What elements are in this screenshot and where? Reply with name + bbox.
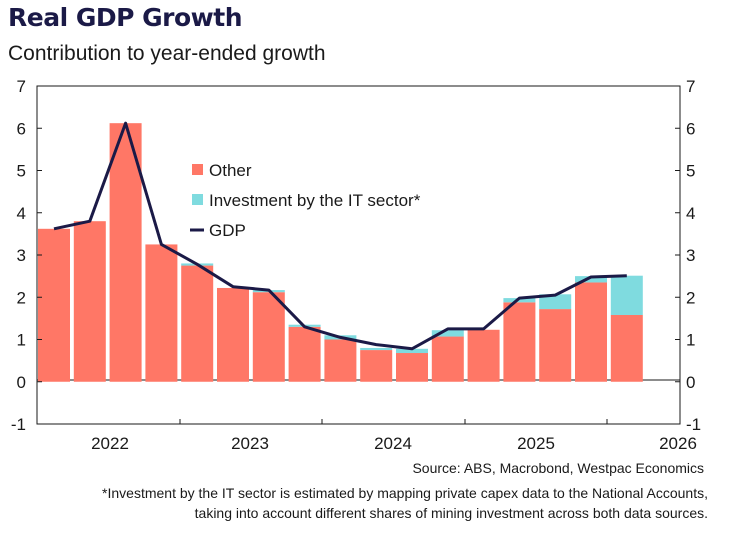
x-axis: 2022 2023 2024 2025 2026: [91, 419, 697, 453]
bar-other: [467, 329, 500, 382]
bar-other: [539, 309, 572, 382]
bar-other: [73, 221, 106, 382]
bar-group: [38, 123, 643, 382]
source-note: Source: ABS, Macrobond, Westpac Economic…: [412, 460, 704, 476]
y-tick-label-right: 0: [686, 373, 695, 392]
y-tick-label-right: 1: [686, 331, 695, 350]
y-tick-label-left: 4: [17, 204, 26, 223]
bar-other: [145, 244, 178, 382]
bar-other: [109, 123, 142, 382]
bar-other: [396, 353, 428, 382]
bar-it-investment: [539, 294, 572, 310]
legend-label-gdp: GDP: [209, 221, 246, 240]
bar-other: [288, 326, 321, 382]
legend-swatch-other: [192, 164, 203, 175]
bar-other: [38, 228, 70, 382]
x-tick-label: 2024: [374, 434, 412, 453]
bar-other: [181, 265, 214, 382]
left-axis: 7 6 5 4 3 2 1 0 -1: [11, 77, 42, 434]
y-tick-label-right: 7: [686, 77, 695, 96]
y-tick-label-left: 3: [17, 246, 26, 265]
bar-it-investment: [575, 276, 607, 283]
bar-other: [360, 350, 393, 382]
y-tick-label-left: 5: [17, 162, 26, 181]
y-tick-label-left: 7: [17, 77, 26, 96]
bar-it-investment: [431, 330, 464, 337]
y-tick-label-left: 1: [17, 331, 26, 350]
y-tick-label-left: 0: [17, 373, 26, 392]
chart-title: Real GDP Growth: [8, 3, 243, 32]
y-tick-label-right: 5: [686, 162, 695, 181]
bar-other: [252, 292, 285, 382]
y-tick-label-left: 6: [17, 119, 26, 138]
legend-swatch-it: [192, 194, 203, 205]
y-tick-label-right: 6: [686, 119, 695, 138]
y-tick-label-right: 3: [686, 246, 695, 265]
y-tick-label-right: 2: [686, 288, 695, 307]
y-tick-label-left: 2: [17, 288, 26, 307]
x-tick-label: 2026: [659, 434, 697, 453]
bar-it-investment: [503, 298, 536, 303]
y-tick-label-right: 4: [686, 204, 695, 223]
footnote-line-1: *Investment by the IT sector is estimate…: [102, 485, 708, 501]
x-tick-label: 2025: [517, 434, 555, 453]
bar-other: [610, 314, 643, 382]
legend-label-it: Investment by the IT sector*: [209, 191, 421, 210]
bar-it-investment: [610, 275, 643, 315]
y-tick-label-left: -1: [11, 415, 26, 434]
footnote-line-2: taking into account different shares of …: [194, 505, 708, 521]
legend-label-other: Other: [209, 161, 252, 180]
bar-other: [503, 302, 536, 382]
bar-other: [431, 336, 464, 382]
bar-other: [575, 282, 607, 382]
x-tick-label: 2022: [91, 434, 129, 453]
y-tick-label-right: -1: [686, 415, 701, 434]
gdp-line-group: [53, 121, 627, 351]
bar-other: [217, 287, 249, 382]
bar-it-investment: [396, 348, 428, 354]
bar-it-investment: [360, 347, 393, 351]
x-tick-label: 2023: [231, 434, 269, 453]
bar-other: [324, 339, 357, 382]
gdp-line: [53, 121, 627, 351]
legend: Other Investment by the IT sector* GDP: [190, 161, 421, 240]
right-axis: 7 6 5 4 3 2 1 0 -1: [675, 77, 701, 434]
chart-subtitle: Contribution to year-ended growth: [8, 42, 326, 65]
